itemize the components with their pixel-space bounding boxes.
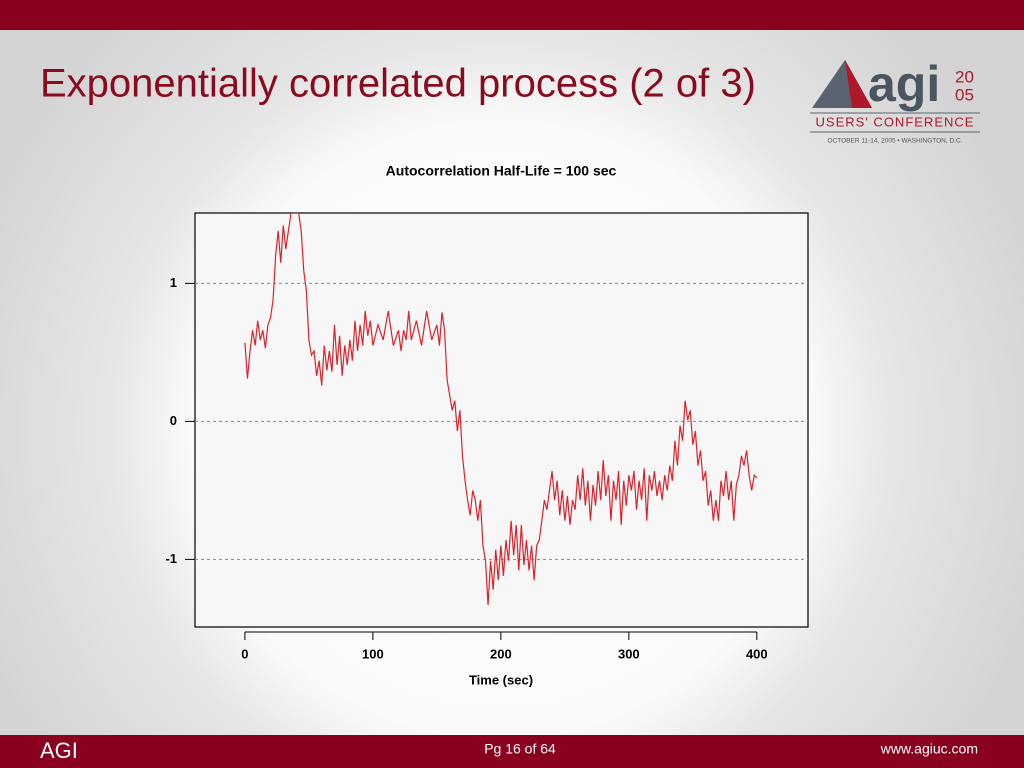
y-tick-label: 0 (170, 413, 177, 428)
logo-year-top: 20 (955, 67, 974, 86)
plot-frame (194, 212, 809, 628)
header-bar (0, 0, 1024, 30)
y-tick-label: -1 (165, 551, 177, 566)
x-tick-label: 100 (362, 646, 384, 661)
logo-triangle-accent (845, 60, 872, 108)
y-tick-label: 1 (170, 275, 177, 290)
x-axis-label: Time (sec) (469, 672, 533, 687)
data-line (244, 213, 758, 605)
x-tick-label: 400 (746, 646, 768, 661)
x-tick-label: 300 (618, 646, 640, 661)
x-tick-label: 200 (490, 646, 512, 661)
footer-bar (0, 735, 1024, 768)
footer-center: Pg 16 of 64 (484, 741, 556, 757)
footer-left: AGI (40, 738, 78, 763)
x-tick-label: 0 (241, 646, 248, 661)
logo-year-bottom: 05 (955, 85, 974, 104)
logo-dates: OCTOBER 11-14, 2005 • WASHINGTON, D.C. (828, 138, 963, 145)
chart-title: Autocorrelation Half-Life = 100 sec (386, 163, 617, 179)
footer-right: www.agiuc.com (880, 741, 978, 757)
logo: agi 20 05 USERS' CONFERENCE OCTOBER 11-1… (810, 56, 980, 145)
logo-name: agi (868, 56, 940, 112)
logo-event: USERS' CONFERENCE (816, 114, 975, 129)
slide-title: Exponentially correlated process (2 of 3… (40, 62, 756, 106)
